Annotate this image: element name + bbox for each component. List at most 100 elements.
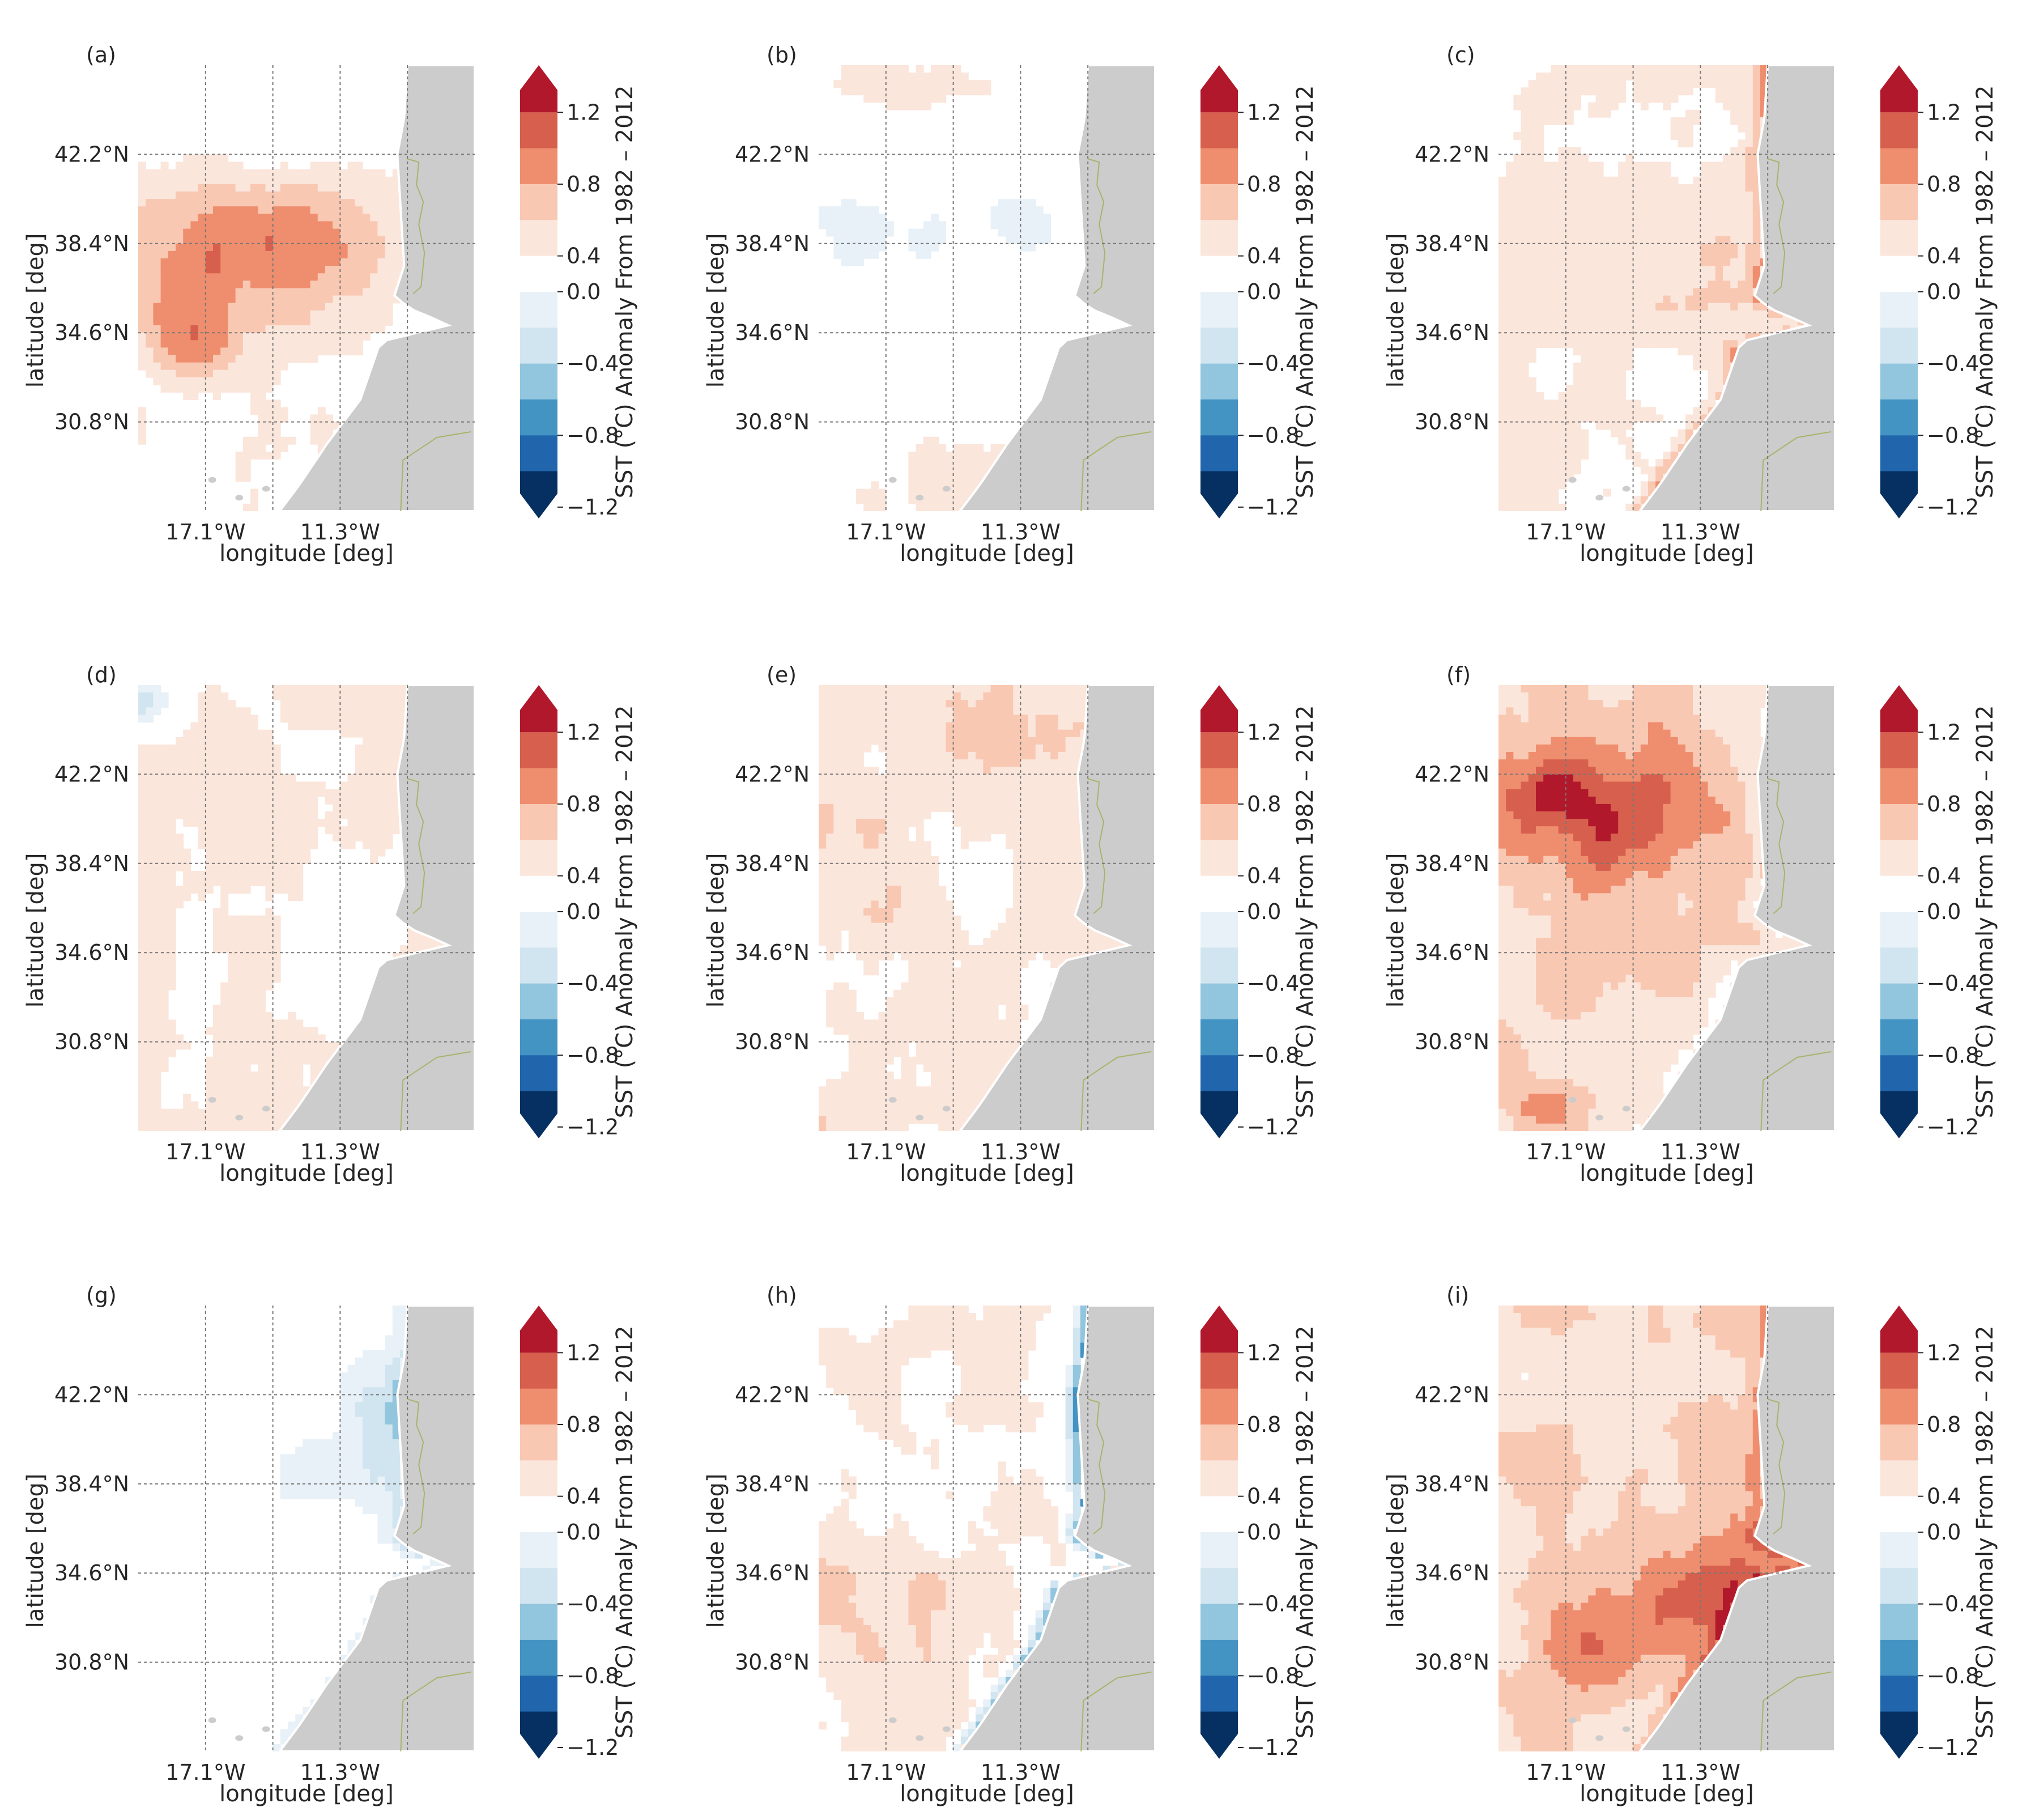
anomaly-cell [1506,399,1514,408]
anomaly-cell [138,900,146,909]
anomaly-cell [160,967,169,976]
anomaly-cell [168,893,176,902]
anomaly-cell [250,496,258,504]
anomaly-cell [1506,436,1514,445]
anomaly-cell [1663,303,1671,311]
anomaly-cell [235,228,244,237]
anomaly-cell [1573,192,1581,199]
anomaly-cell [1551,236,1559,244]
anomaly-cell [1521,250,1529,259]
anomaly-cell [1536,147,1544,155]
anomaly-cell [385,759,393,768]
anomaly-cell [273,184,281,192]
anomaly-cell [863,496,872,504]
anomaly-cell [183,243,191,252]
anomaly-cell [1558,280,1566,289]
anomaly-cell [228,214,236,222]
anomaly-cell [946,459,954,467]
anomaly-cell [1551,436,1559,445]
anomaly-cell [242,870,251,879]
anomaly-cell [363,199,371,207]
anomaly-cell [258,250,266,259]
anomaly-cell [1708,392,1716,400]
anomaly-cell [333,692,341,700]
anomaly-cell [242,192,251,199]
anomaly-cell [848,73,857,80]
anomaly-cell [160,893,169,902]
anomaly-cell [153,767,161,775]
anomaly-cell [242,1019,251,1028]
anomaly-cell [138,915,146,924]
anomaly-cell [228,250,236,259]
anomaly-cell [340,303,348,311]
anomaly-cell [370,250,378,259]
anomaly-cell [190,325,199,333]
anomaly-cell [213,834,221,842]
anomaly-cell [1618,192,1627,199]
anomaly-cell [1670,124,1679,133]
anomaly-cell [1708,280,1716,289]
anomaly-cell [1536,184,1544,192]
colorbar-tick-label: 0.8 [1247,172,1281,197]
anomaly-cell [355,340,363,348]
anomaly-cell [258,362,266,371]
anomaly-cell [407,945,416,953]
anomaly-cell [333,228,341,237]
anomaly-cell [258,841,266,849]
anomaly-cell [205,243,214,252]
anomaly-cell [146,982,154,990]
anomaly-cell [871,236,879,244]
anomaly-cell [385,811,393,819]
anomaly-cell [273,303,281,311]
anomaly-cell [333,266,341,274]
colorbar-segment [520,220,557,257]
anomaly-cell [183,295,191,304]
anomaly-cell [138,759,146,768]
anomaly-cell [1543,310,1552,318]
anomaly-cell [856,206,864,215]
anomaly-cell [1506,452,1514,460]
anomaly-cell [168,206,176,215]
anomaly-cell [235,199,244,207]
anomaly-cell [355,803,363,812]
anomaly-cell [1655,243,1664,252]
anomaly-cell [1536,161,1544,170]
anomaly-cell [213,392,221,400]
anomaly-cell [833,243,842,252]
anomaly-cell [363,715,371,723]
anomaly-cell [310,176,318,185]
anomaly-cell [213,250,221,259]
anomaly-cell [333,176,341,185]
anomaly-cell [168,960,176,968]
anomaly-cell [168,803,176,812]
anomaly-cell [916,87,924,96]
anomaly-cell [1603,303,1611,311]
anomaly-cell [168,250,176,259]
anomaly-cell [160,834,169,842]
anomaly-cell [1693,266,1701,274]
anomaly-cell [1618,436,1627,445]
anomaly-cell [205,685,214,693]
anomaly-cell [1633,303,1641,311]
anomaly-cell [1738,199,1746,207]
anomaly-cell [168,214,176,222]
anomaly-cell [1685,250,1693,259]
anomaly-cell [303,811,311,819]
anomaly-cell [1618,95,1627,103]
anomaly-cell [258,759,266,768]
anomaly-cell [242,715,251,723]
anomaly-cell [317,347,326,356]
anomaly-cell [1581,385,1589,393]
anomaly-cell [1588,333,1597,341]
anomaly-cell [1565,228,1574,237]
anomaly-cell [1663,459,1671,467]
anomaly-cell [923,474,931,482]
anomaly-cell [871,488,879,497]
anomaly-cell [347,228,356,237]
anomaly-cell [1498,392,1506,400]
anomaly-cell [1551,266,1559,274]
anomaly-cell [878,65,887,73]
anomaly-cell [213,767,221,775]
anomaly-cell [317,184,326,192]
